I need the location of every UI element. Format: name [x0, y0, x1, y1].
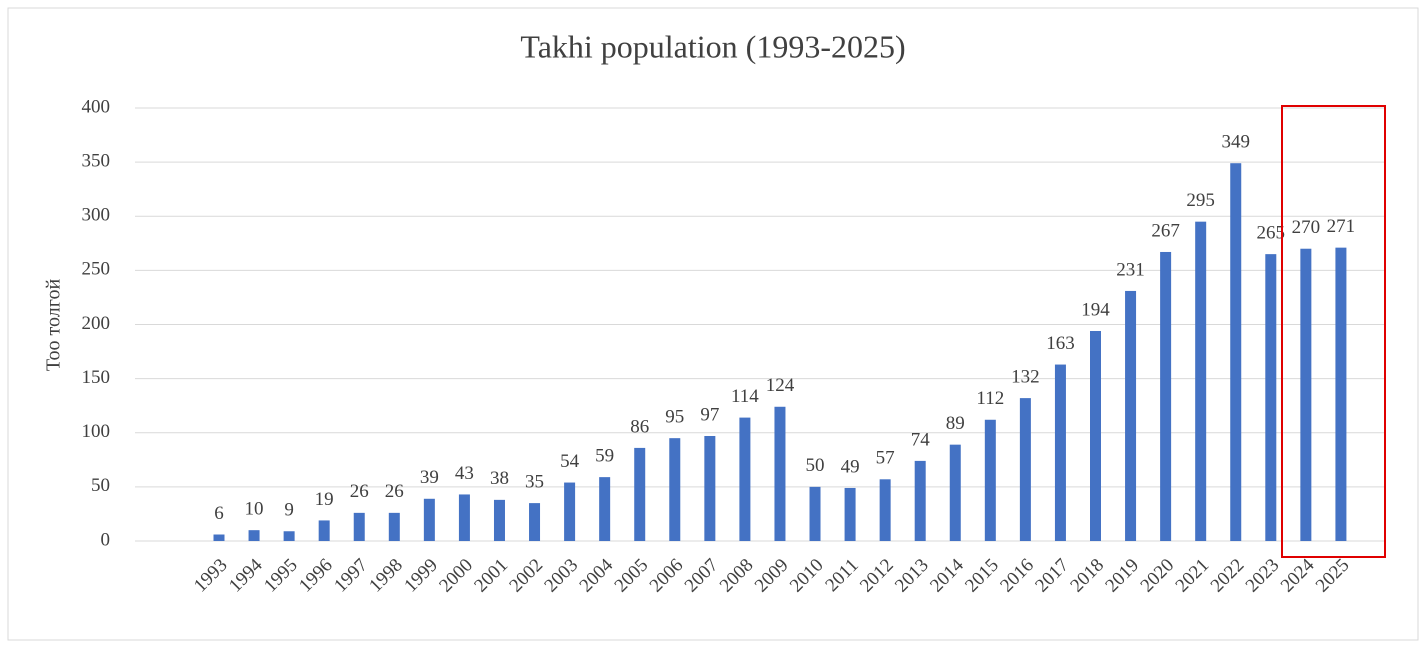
data-label: 26 [350, 481, 369, 502]
data-label: 271 [1327, 216, 1356, 237]
bar [493, 499, 505, 541]
y-tick-label: 100 [82, 421, 111, 442]
data-label: 124 [766, 375, 795, 396]
data-label: 114 [731, 386, 759, 407]
bar [634, 447, 646, 541]
bar [213, 534, 225, 541]
bar [774, 406, 786, 541]
data-label: 19 [315, 489, 334, 510]
bar [1230, 163, 1242, 541]
data-label: 86 [630, 416, 649, 437]
bar [949, 444, 961, 541]
data-label: 26 [385, 481, 404, 502]
bar [809, 486, 821, 541]
y-tick-label: 200 [82, 313, 111, 334]
data-label: 6 [214, 503, 224, 524]
bar [1125, 290, 1137, 541]
bar [1335, 247, 1347, 541]
bar [1019, 398, 1031, 541]
data-label: 132 [1011, 366, 1040, 387]
bar [318, 520, 330, 541]
bar [1300, 248, 1312, 541]
data-label: 95 [665, 407, 684, 428]
data-label: 43 [455, 463, 474, 484]
bar [844, 487, 856, 541]
bar [669, 438, 681, 541]
data-label: 49 [841, 456, 860, 477]
y-tick-label: 250 [82, 259, 111, 280]
bar [879, 479, 891, 541]
bar [1160, 251, 1172, 541]
y-tick-label: 150 [82, 367, 111, 388]
y-tick-label: 0 [101, 529, 111, 550]
data-label: 349 [1221, 132, 1250, 153]
chart-title: Takhi population (1993-2025) [520, 28, 905, 64]
bar [529, 503, 541, 541]
data-label: 295 [1186, 190, 1215, 211]
data-label: 265 [1257, 222, 1286, 243]
data-label: 267 [1151, 220, 1180, 241]
bar [458, 494, 470, 541]
highlight-box [1281, 105, 1386, 558]
data-label: 163 [1046, 333, 1075, 354]
bar [704, 435, 716, 541]
data-label: 97 [700, 404, 719, 425]
bar [1265, 254, 1277, 541]
data-label: 9 [284, 500, 294, 521]
bar [564, 482, 576, 541]
data-label: 39 [420, 467, 439, 488]
bar [984, 419, 996, 541]
bar [353, 512, 365, 541]
bar [739, 417, 751, 541]
data-label: 89 [946, 413, 965, 434]
y-axis-label: Тоо толгой [43, 279, 65, 372]
data-label: 59 [595, 445, 614, 466]
y-tick-label: 300 [82, 205, 111, 226]
data-label: 74 [911, 429, 931, 450]
data-label: 54 [560, 451, 580, 472]
data-label: 10 [245, 499, 264, 520]
data-label: 270 [1292, 217, 1321, 238]
data-label: 38 [490, 468, 509, 489]
bar [1054, 364, 1066, 541]
bar [423, 498, 435, 541]
bar [283, 531, 295, 541]
bar [388, 512, 400, 541]
y-tick-label: 50 [91, 475, 110, 496]
y-tick-label: 350 [82, 150, 111, 171]
bar [914, 460, 926, 541]
bar [599, 477, 611, 541]
data-label: 50 [806, 455, 825, 476]
y-tick-label: 400 [82, 96, 111, 117]
data-label: 194 [1081, 299, 1110, 320]
data-label: 112 [976, 388, 1004, 409]
bar [1090, 330, 1101, 541]
data-label: 35 [525, 471, 544, 492]
data-label: 231 [1116, 259, 1145, 280]
data-label: 57 [876, 448, 895, 469]
bar [1195, 221, 1207, 541]
bar [248, 530, 260, 541]
